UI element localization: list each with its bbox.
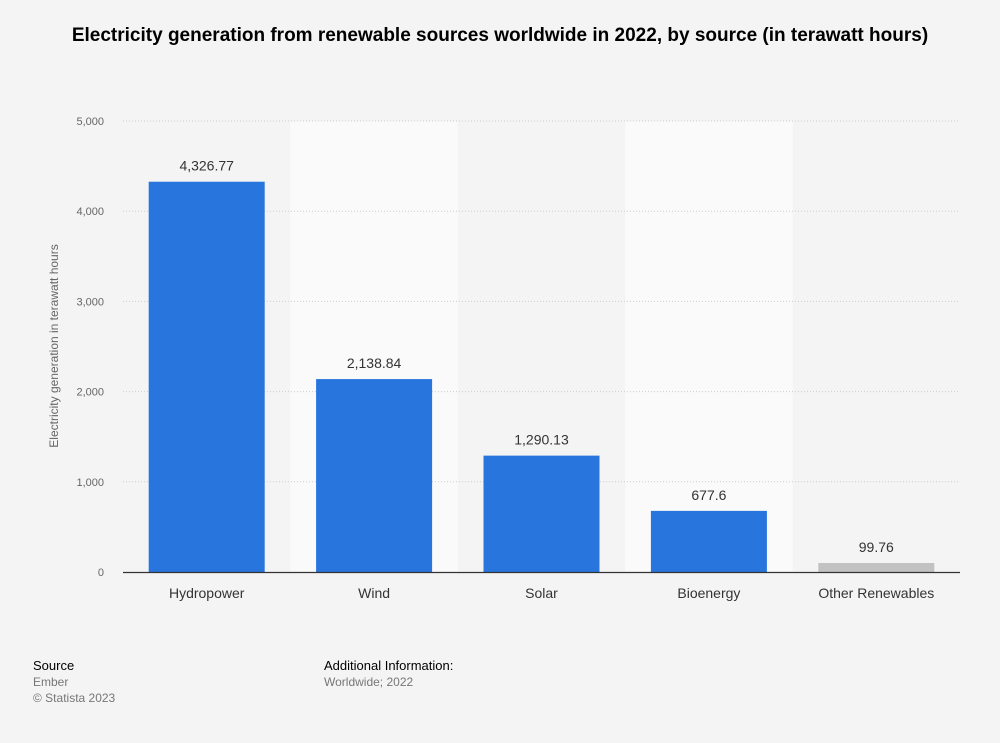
additional-info-block: Additional Information: Worldwide; 2022	[324, 658, 453, 690]
bar	[650, 510, 767, 572]
bar-chart: 0 1,000 2,000 3,000 4,000 5,000 4,326.77 Hydrop…	[47, 116, 960, 601]
y-tick-label: 2,000	[76, 387, 104, 399]
data-label: 99.76	[859, 539, 894, 555]
x-tick-label: Other Renewables	[818, 585, 934, 601]
bar	[483, 455, 600, 572]
x-tick-label: Solar	[525, 585, 558, 601]
y-tick-label: 1,000	[76, 477, 104, 489]
x-tick-label: Wind	[358, 585, 390, 601]
category-band	[625, 121, 793, 572]
additional-info-line: Worldwide; 2022	[324, 675, 414, 689]
bar	[316, 379, 433, 572]
data-label: 2,138.84	[347, 355, 402, 371]
bar	[818, 563, 935, 572]
additional-info-heading: Additional Information:	[324, 658, 454, 673]
data-label: 4,326.77	[179, 158, 234, 174]
x-tick-label: Hydropower	[169, 585, 245, 601]
y-tick-label: 3,000	[76, 296, 104, 308]
y-tick-label: 4,000	[76, 206, 104, 218]
x-tick-label: Bioenergy	[677, 585, 740, 601]
source-line: Ember	[33, 675, 69, 689]
source-block: Source Ember © Statista 2023	[33, 658, 115, 706]
bar	[148, 181, 265, 572]
chart-title: Electricity generation from renewable so…	[71, 25, 929, 46]
data-label: 677.6	[691, 487, 726, 503]
source-heading: Source	[33, 658, 75, 673]
data-label: 1,290.13	[514, 432, 569, 448]
y-tick-label: 0	[98, 567, 104, 579]
y-axis-label: Electricity generation in terawatt hours	[47, 244, 61, 447]
copyright-line: © Statista 2023	[33, 691, 116, 705]
y-tick-label: 5,000	[76, 116, 104, 128]
